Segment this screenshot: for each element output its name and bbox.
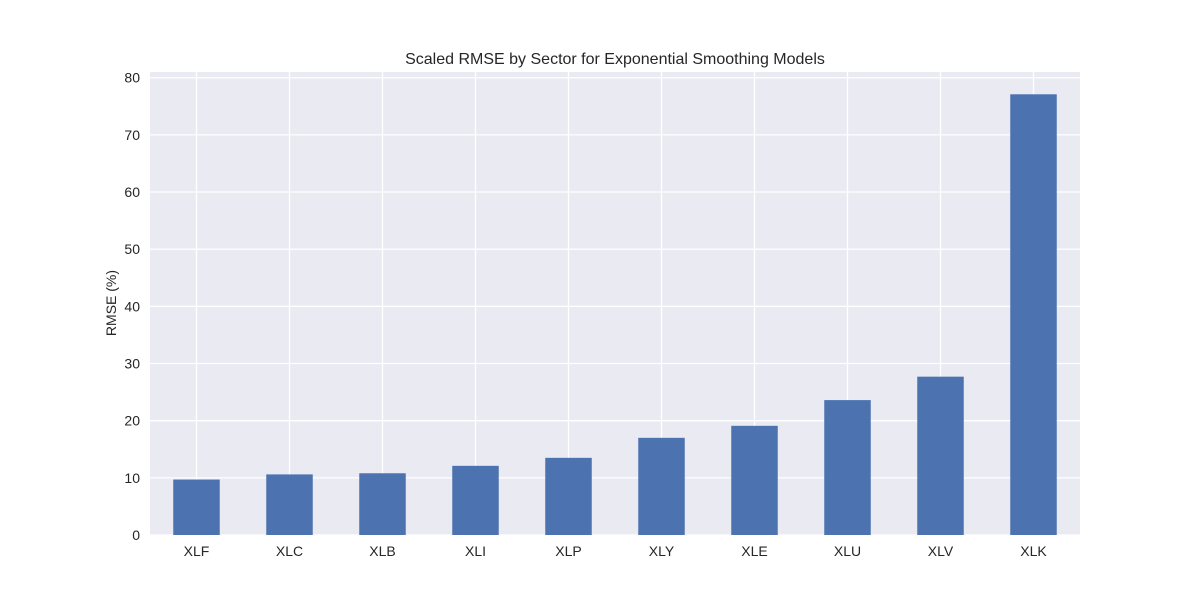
y-tick-label: 10 [124, 470, 140, 486]
bar-xlk [1010, 94, 1057, 535]
x-tick-label: XLE [741, 543, 767, 559]
bar-xle [731, 425, 778, 535]
bar-xlu [824, 400, 871, 535]
y-axis-ticks: 0 10 20 30 40 50 60 70 80 [124, 70, 140, 543]
y-tick-label: 0 [132, 527, 140, 543]
x-tick-label: XLB [369, 543, 395, 559]
y-tick-label: 40 [124, 298, 140, 314]
x-tick-label: XLU [834, 543, 861, 559]
bars [173, 94, 1057, 535]
bar-xlp [545, 457, 592, 535]
x-tick-label: XLC [276, 543, 303, 559]
x-tick-label: XLP [555, 543, 581, 559]
x-tick-label: XLK [1020, 543, 1047, 559]
x-tick-label: XLF [184, 543, 210, 559]
y-tick-label: 70 [124, 127, 140, 143]
y-tick-label: 20 [124, 413, 140, 429]
bar-xly [638, 437, 685, 535]
x-tick-label: XLY [649, 543, 675, 559]
bar-xli [452, 465, 499, 535]
x-tick-label: XLV [928, 543, 954, 559]
y-tick-label: 50 [124, 241, 140, 257]
y-tick-label: 30 [124, 356, 140, 372]
y-axis-label: RMSE (%) [103, 270, 119, 336]
x-tick-label: XLI [465, 543, 486, 559]
bar-xlc [266, 474, 313, 535]
y-tick-label: 80 [124, 70, 140, 86]
bar-xlb [359, 473, 406, 535]
chart-title: Scaled RMSE by Sector for Exponential Sm… [405, 51, 825, 68]
bar-xlv [917, 376, 964, 535]
y-tick-label: 60 [124, 184, 140, 200]
bar-xlf [173, 479, 220, 535]
x-axis-ticks: XLF XLC XLB XLI XLP XLY XLE XLU XLV XLK [184, 543, 1048, 559]
